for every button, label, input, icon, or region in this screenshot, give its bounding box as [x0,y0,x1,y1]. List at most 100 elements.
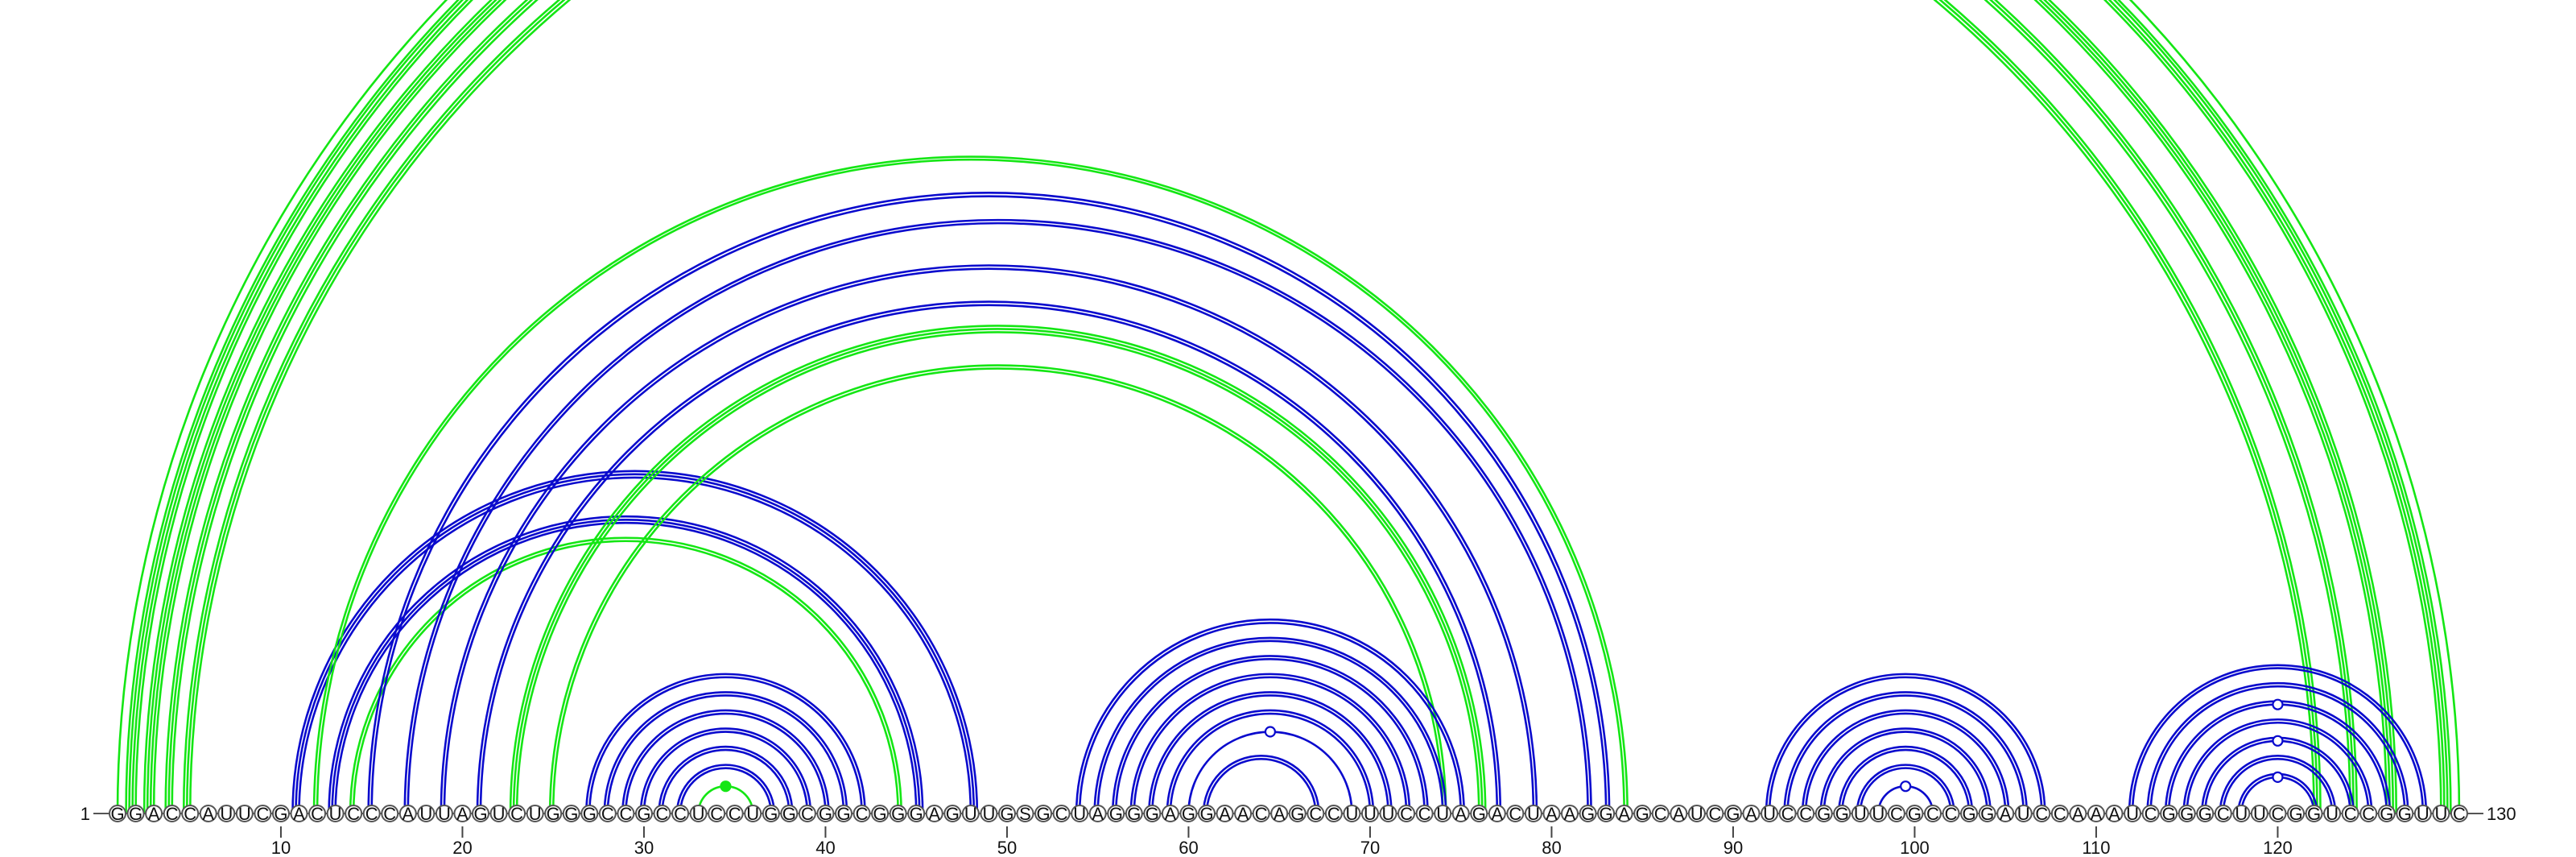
nucleotide: A [2105,804,2124,824]
nucleotide-circle [1506,805,1525,822]
nucleotide-circle [1924,805,1942,822]
tick-label: 100 [1900,838,1930,857]
nucleotide-circle [1034,805,1053,822]
base-pair-arc [190,0,2314,814]
nucleotide-circle [235,805,254,822]
arc-markers [720,698,2284,793]
nucleotide: G [835,804,852,824]
nucleotide-letter: C [1654,804,1667,824]
nucleotide-circle [889,805,907,822]
nucleotide-circle [708,805,726,822]
nucleotide: C [1651,804,1670,824]
base-pair-arc [2182,718,2373,814]
nucleotide-circle [1161,805,1179,822]
nucleotide: C [2341,804,2359,824]
nucleotide-letter: A [928,804,940,824]
nucleotide-circle [2160,805,2178,822]
nucleotide-circle [2178,805,2196,822]
nucleotide-letter: C [1327,804,1340,824]
nucleotide: U [1360,804,1379,824]
base-pair-arc [1096,640,1444,814]
nucleotide-letter: G [1036,804,1050,824]
nucleotide-letter: G [1817,804,1831,824]
base-pair-arc [588,676,863,814]
nucleotide-circle [1942,805,1960,822]
nucleotide-letter: G [764,804,778,824]
nucleotide: G [472,804,489,824]
base-pair-arc [312,155,1629,814]
nucleotide: U [1434,804,1452,824]
nucleotide-letter: G [1290,804,1304,824]
base-pair-arc [1765,673,2046,814]
nucleotide: U [2124,804,2142,824]
nucleotide-circle [199,805,217,822]
nucleotide-circle [2287,805,2305,822]
nucleotide-letter: G [819,804,832,824]
nucleotide-circle [689,805,708,822]
axis-tick: 60 [1179,826,1199,857]
base-pair-arc [1859,767,1952,814]
nucleotide-circle [1797,805,1815,822]
base-pair-arc [509,325,1487,814]
nucleotide-letter: A [1745,804,1757,824]
nucleotide-letter: G [2198,804,2212,824]
base-pair-arc [1840,748,1971,814]
nucleotide-letter: C [2145,804,2157,824]
nucleotide-letter: A [1673,804,1685,824]
nucleotide-letter: G [2398,804,2412,824]
nucleotide: C [708,804,726,824]
nucleotide-circle [1125,805,1143,822]
position-axis: 10 20 30 40 50 60 70 80 90 100 110 120 [271,826,2293,857]
nucleotide-circle [1360,805,1379,822]
nucleotide: U [417,804,436,824]
nucleotide: C [617,804,635,824]
nucleotide-letter: G [1908,804,1922,824]
nucleotide-circle [1488,805,1506,822]
tick-label: 120 [2263,838,2293,857]
base-pair-arc [443,267,1535,814]
nucleotide: A [398,804,417,824]
nucleotide-letter: G [873,804,887,824]
nucleotide-circle [1561,805,1579,822]
base-pair-arc [479,304,1499,814]
nucleotide-circle [1724,805,1742,822]
nucleotide: U [1071,804,1089,824]
nucleotide-letter: G [1109,804,1123,824]
arc-marker [1264,726,1277,738]
nucleotide-letter: A [1455,804,1467,824]
nucleotide: U [2232,804,2251,824]
base-pair-arc [1133,676,1408,814]
nucleotide: C [254,804,272,824]
nucleotide-circle [1179,805,1198,822]
nucleotide-circle [381,805,399,822]
nucleotide-circle [435,805,453,822]
base-pair-arc [642,731,809,814]
axis-tick: 20 [452,826,473,857]
base-pair-arc [1804,712,2007,814]
nucleotide: A [1216,804,1234,824]
nucleotide: G [2160,804,2178,824]
base-pair-arc [298,476,972,814]
nucleotide: G [871,804,890,824]
nucleotide-letter: U [746,804,759,824]
nucleotide-circle [526,805,544,822]
axis-tick: 120 [2263,826,2293,857]
nucleotide-circle [980,805,998,822]
nucleotide-letter: U [1872,804,1885,824]
base-pair-arc [1786,694,2025,814]
nucleotide-letter: G [564,804,578,824]
nucleotide: G [1960,804,1979,824]
nucleotide-circle [598,805,617,822]
nucleotide: A [1542,804,1561,824]
base-pair-arc [1148,691,1393,814]
nucleotide: U [435,804,453,824]
nucleotide-circle [2014,805,2033,822]
nucleotide-circle [1670,805,1688,822]
nucleotide-letter: A [2091,804,2103,824]
base-pair-arc [1856,764,1955,814]
nucleotide: A [1451,804,1470,824]
nucleotide-circle [2050,805,2069,822]
nucleotide-letter: C [2035,804,2048,824]
nucleotide-letter: G [1636,804,1649,824]
base-pair-arc [625,712,827,814]
